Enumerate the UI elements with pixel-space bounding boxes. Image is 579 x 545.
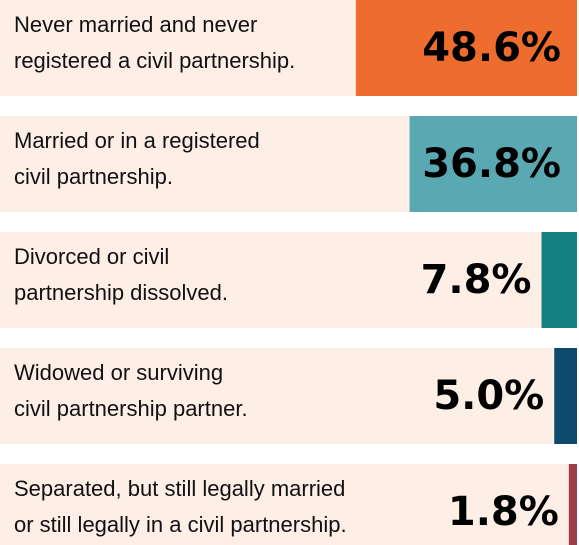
value-label: 36.8% [422,141,561,187]
category-label: partnership dissolved. [14,280,228,305]
row-background [0,348,577,444]
category-label: Widowed or surviving [14,360,223,385]
bar [554,348,577,444]
bar [568,464,577,545]
value-label: 1.8% [448,489,559,535]
category-label: Never married and never [14,12,257,37]
row-background [0,464,577,545]
category-label: Separated, but still legally married [14,476,345,501]
category-label: Divorced or civil [14,244,169,269]
value-label: 5.0% [433,373,544,419]
category-label: Married or in a registered [14,128,260,153]
value-label: 7.8% [421,257,532,303]
bar [355,0,577,96]
bar [541,232,577,328]
category-label: civil partnership. [14,164,173,189]
bar [409,116,577,212]
row-background [0,232,577,328]
category-label: or still legally in a civil partnership. [14,512,347,537]
value-label: 48.6% [422,25,561,71]
category-label: civil partnership partner. [14,396,248,421]
category-label: registered a civil partnership. [14,48,295,73]
